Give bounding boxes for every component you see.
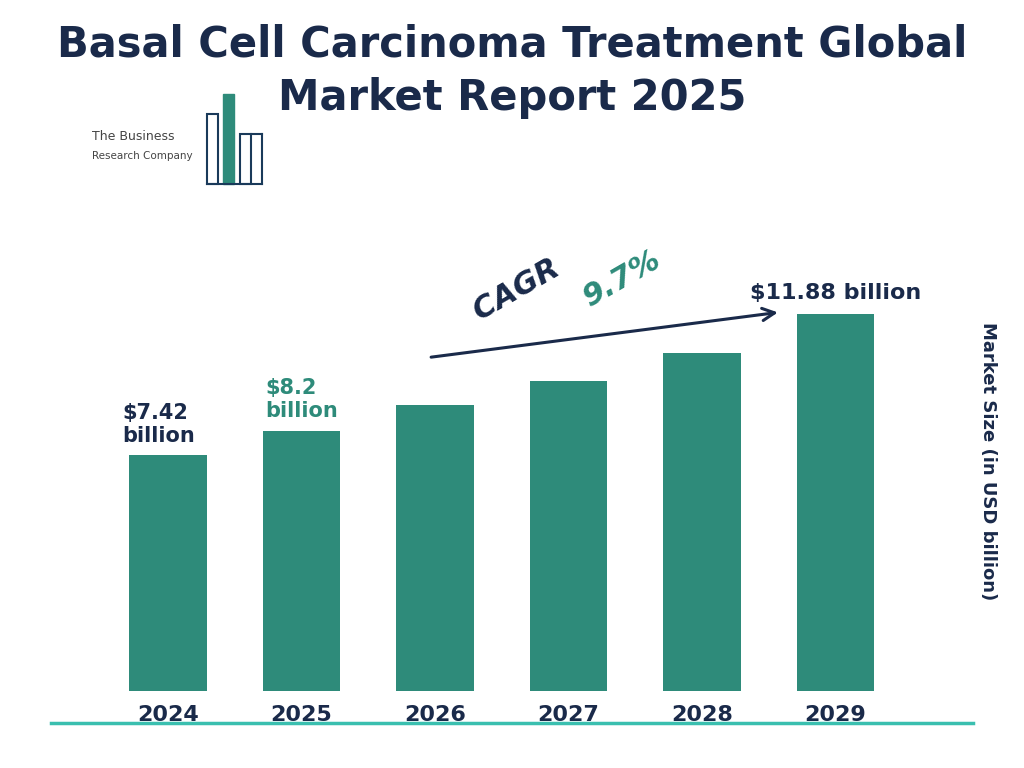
- Bar: [797, 313, 874, 691]
- Text: Basal Cell Carcinoma Treatment Global
Market Report 2025: Basal Cell Carcinoma Treatment Global Ma…: [56, 23, 968, 118]
- Text: 9.7%: 9.7%: [578, 245, 666, 313]
- Text: $11.88 billion: $11.88 billion: [750, 283, 922, 303]
- Bar: [207, 114, 218, 184]
- Text: $8.2
billion: $8.2 billion: [265, 378, 338, 421]
- Bar: [240, 134, 251, 184]
- Text: The Business: The Business: [92, 130, 175, 143]
- Bar: [223, 94, 234, 184]
- Text: Market Size (in USD billion): Market Size (in USD billion): [979, 322, 997, 600]
- Bar: [396, 406, 474, 691]
- Text: $7.42
billion: $7.42 billion: [123, 402, 196, 446]
- Text: CAGR: CAGR: [468, 248, 573, 326]
- Bar: [129, 455, 207, 691]
- Text: Research Company: Research Company: [92, 151, 193, 161]
- Bar: [664, 353, 740, 691]
- Bar: [529, 382, 607, 691]
- Bar: [263, 431, 340, 691]
